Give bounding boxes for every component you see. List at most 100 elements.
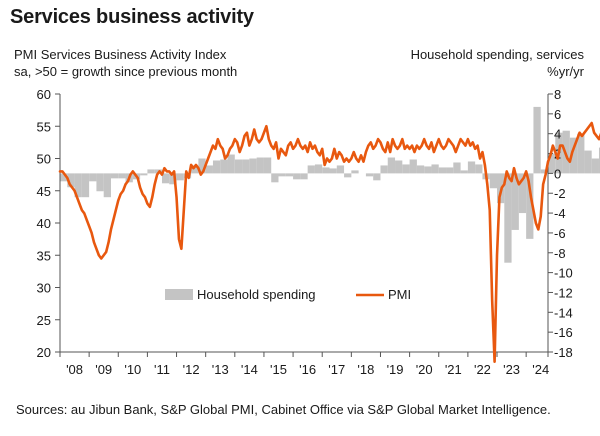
right-tick-label: -6 (554, 226, 566, 241)
legend: Household spending PMI (165, 287, 411, 302)
spending-bar (336, 165, 345, 174)
left-axis-title-line-2: sa, >50 = growth since previous month (14, 64, 238, 79)
x-tick-label: '20 (416, 362, 433, 377)
left-tick-label: 45 (37, 184, 51, 199)
spending-bar (74, 173, 82, 198)
right-tick-label: -12 (554, 285, 573, 300)
x-tick-label: '08 (66, 362, 83, 377)
spending-bar (460, 170, 468, 174)
spending-bar (416, 165, 425, 174)
spending-bar (584, 150, 592, 174)
spending-bar (205, 165, 213, 174)
spending-bar (307, 165, 315, 174)
spending-bar (373, 173, 381, 181)
spending-bar (81, 173, 90, 198)
x-tick-label: '13 (212, 362, 229, 377)
spending-bar (380, 165, 388, 174)
left-axis-title: PMI Services Business Activity Index sa,… (14, 46, 237, 80)
spending-bar (518, 173, 527, 214)
spending-bar (533, 106, 541, 174)
spending-bar (103, 173, 111, 198)
spending-bar (322, 167, 330, 174)
spending-bar (548, 153, 556, 174)
right-tick-label: -18 (554, 345, 573, 360)
spending-bar (424, 166, 432, 174)
x-tick-label: '10 (124, 362, 141, 377)
spending-bar (409, 159, 417, 174)
spending-bar (242, 159, 250, 174)
spending-bar (234, 159, 243, 174)
pmi-line-layer (58, 121, 600, 363)
spending-bar (300, 173, 308, 180)
x-tick-label: '09 (95, 362, 112, 377)
spending-bar (278, 173, 286, 177)
spending-bar (402, 164, 410, 174)
spending-bar (169, 173, 177, 185)
left-tick-label: 30 (37, 281, 51, 296)
spending-bar (344, 173, 352, 178)
legend-label-pmi: PMI (388, 287, 411, 302)
axes: 202530354045505560-18-16-14-12-10-8-6-4-… (37, 87, 573, 377)
right-tick-label: 4 (554, 127, 561, 142)
spending-bar (489, 173, 498, 189)
left-tick-label: 25 (37, 313, 51, 328)
right-tick-label: -16 (554, 325, 573, 340)
right-tick-label: 6 (554, 107, 561, 122)
x-tick-label: '18 (357, 362, 374, 377)
spending-bar (147, 169, 155, 174)
spending-bar (569, 137, 578, 174)
spending-bar (227, 154, 235, 174)
spending-bar (540, 169, 548, 174)
spending-bars (60, 106, 600, 263)
spending-bar (504, 173, 512, 263)
legend-label-spending: Household spending (197, 287, 316, 302)
chart-title: Services business activity (10, 6, 254, 28)
spending-bar (271, 173, 279, 183)
spending-bar (96, 173, 104, 192)
spending-bar (526, 173, 534, 239)
spending-bar (511, 173, 519, 230)
spending-bar (263, 157, 272, 174)
source-note: Sources: au Jibun Bank, S&P Global PMI, … (16, 402, 551, 417)
spending-bar (438, 167, 447, 174)
spending-bar (60, 173, 68, 182)
left-tick-label: 55 (37, 119, 51, 134)
left-tick-label: 35 (37, 248, 51, 263)
left-axis-title-line-1: PMI Services Business Activity Index (14, 47, 227, 62)
left-tick-label: 50 (37, 152, 51, 167)
spending-bar (453, 162, 461, 174)
pmi-line (58, 121, 600, 363)
spending-bar (110, 173, 119, 179)
x-tick-label: '19 (387, 362, 404, 377)
spending-bar (161, 173, 170, 184)
right-axis-title: Household spending, services %yr/yr (411, 46, 584, 80)
left-tick-label: 60 (37, 87, 51, 102)
spending-bar (446, 167, 454, 174)
x-tick-label: '21 (445, 362, 462, 377)
right-tick-label: 8 (554, 87, 561, 102)
spending-bar (89, 173, 97, 182)
spending-bar (118, 173, 126, 179)
left-tick-label: 20 (37, 345, 51, 360)
spending-bar (314, 164, 323, 174)
spending-bar (365, 173, 374, 177)
right-tick-label: -4 (554, 206, 566, 221)
spending-bar (140, 173, 148, 176)
legend-swatch-spending (165, 289, 193, 300)
x-tick-label: '24 (532, 362, 549, 377)
spending-bar (67, 173, 75, 188)
spending-bar (431, 164, 439, 174)
right-tick-label: -14 (554, 305, 573, 320)
x-tick-label: '16 (299, 362, 316, 377)
right-tick-label: -2 (554, 186, 566, 201)
spending-bar (220, 159, 228, 174)
x-tick-label: '17 (328, 362, 345, 377)
spending-bar (293, 173, 301, 180)
spending-bar (598, 147, 600, 174)
spending-bar (191, 165, 199, 174)
spending-bar (212, 160, 221, 174)
x-tick-label: '12 (183, 362, 200, 377)
spending-bar (176, 173, 184, 181)
spending-bar (329, 168, 337, 174)
right-tick-label: -10 (554, 266, 573, 281)
